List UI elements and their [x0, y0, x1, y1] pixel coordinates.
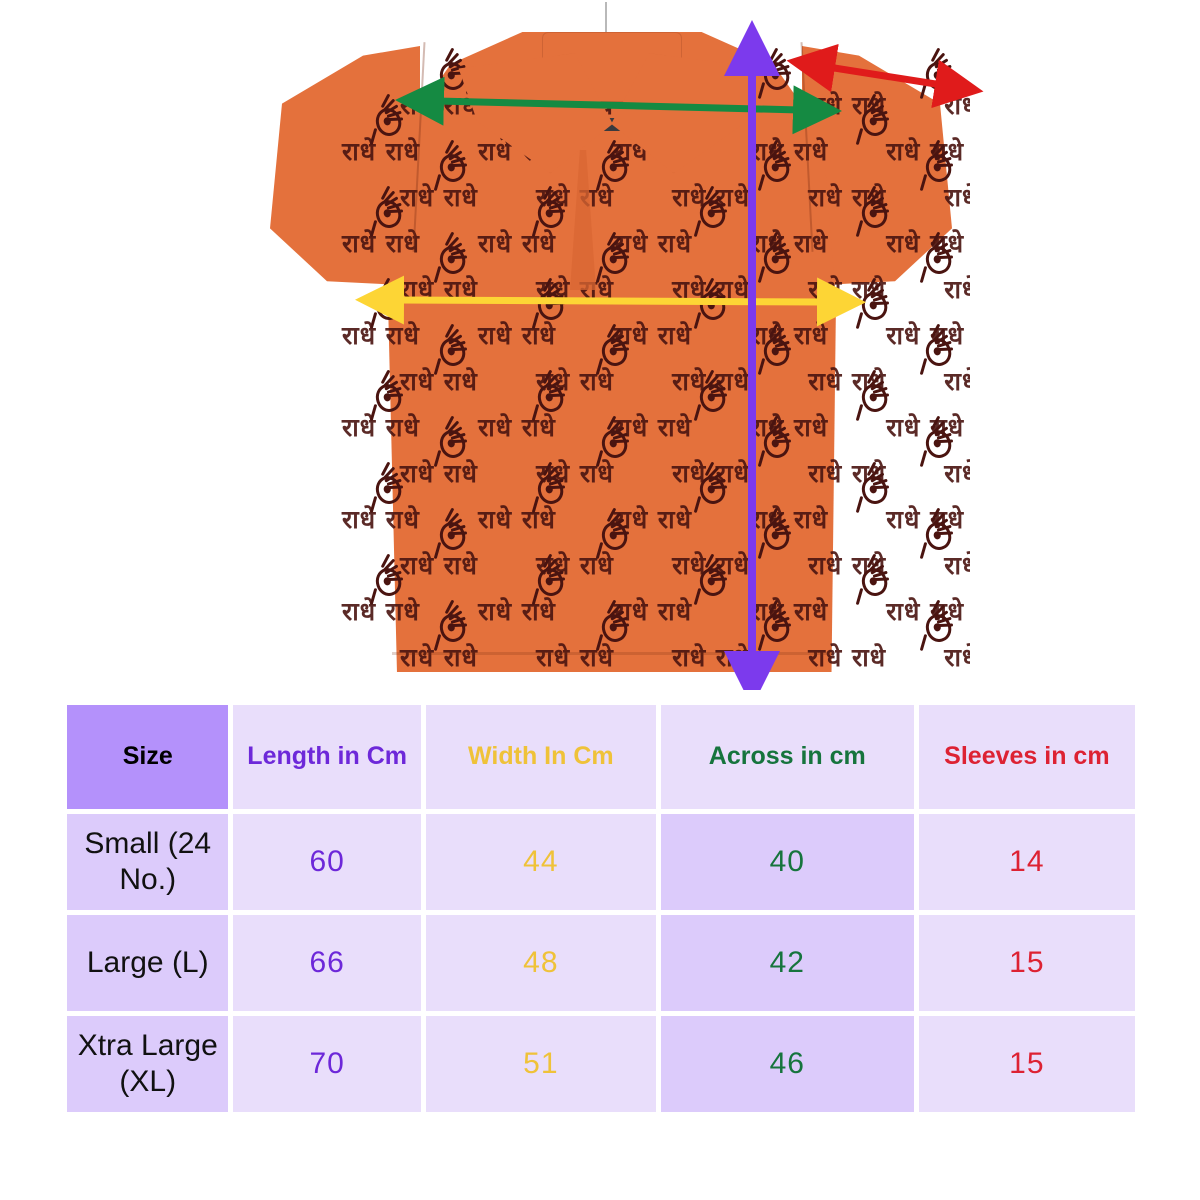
- hanger-hook-icon: [605, 2, 607, 32]
- cell-size: Small (24 No.): [67, 814, 229, 910]
- header-width: Width In Cm: [425, 705, 656, 809]
- cell-width: 51: [425, 1016, 656, 1112]
- size-chart-table-wrapper: Size Length in Cm Width In Cm Across in …: [0, 690, 1200, 1200]
- cell-sleeves: 15: [918, 915, 1135, 1011]
- header-across: Across in cm: [660, 705, 914, 809]
- sleeves-arrow: [786, 43, 984, 109]
- header-size: Size: [67, 705, 229, 809]
- cell-sleeves: 14: [918, 814, 1135, 910]
- width-arrow: [355, 275, 866, 327]
- product-photo-area: राधे राधे राधे राधे राधे राधे राधे राधे …: [0, 0, 1200, 690]
- across-arrow: [395, 76, 842, 135]
- cell-length: 70: [233, 1016, 421, 1112]
- cell-across: 46: [660, 1016, 914, 1112]
- table-row: Small (24 No.) 60 44 40 14: [67, 814, 1135, 910]
- cell-size: Xtra Large (XL): [67, 1016, 229, 1112]
- cell-size: Large (L): [67, 915, 229, 1011]
- table-header-row: Size Length in Cm Width In Cm Across in …: [67, 705, 1135, 809]
- header-length: Length in Cm: [233, 705, 421, 809]
- table-row: Large (L) 66 48 42 15: [67, 915, 1135, 1011]
- cell-width: 48: [425, 915, 656, 1011]
- size-chart-table: Size Length in Cm Width In Cm Across in …: [62, 700, 1140, 1117]
- cell-length: 66: [233, 915, 421, 1011]
- table-row: Xtra Large (XL) 70 51 46 15: [67, 1016, 1135, 1112]
- cell-across: 40: [660, 814, 914, 910]
- cell-length: 60: [233, 814, 421, 910]
- cell-width: 44: [425, 814, 656, 910]
- cell-sleeves: 15: [918, 1016, 1135, 1112]
- cell-across: 42: [660, 915, 914, 1011]
- measurement-arrows: [355, 20, 984, 690]
- header-sleeves: Sleeves in cm: [918, 705, 1135, 809]
- hem-line: [392, 652, 832, 655]
